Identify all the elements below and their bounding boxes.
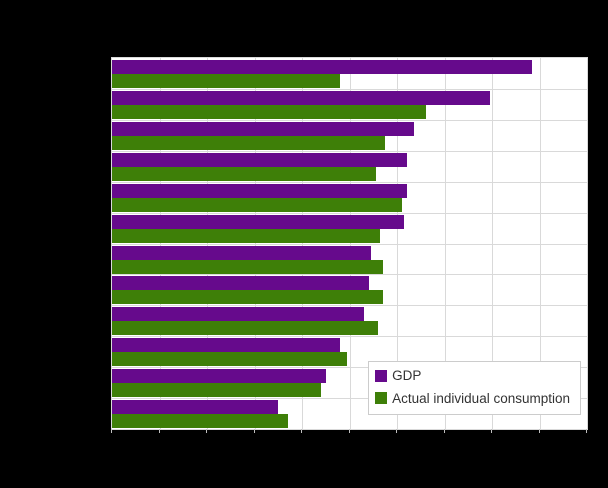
y-gridline — [112, 274, 587, 276]
bar-row — [112, 336, 587, 367]
bar-consumption — [112, 104, 426, 119]
bar-consumption — [112, 135, 386, 150]
y-gridline — [112, 181, 587, 183]
bar-consumption — [112, 259, 383, 274]
bar-row — [112, 305, 587, 336]
x-axis-tick — [206, 429, 207, 433]
bar-row — [112, 213, 587, 244]
x-axis-tick — [538, 429, 540, 433]
bar-row — [112, 89, 587, 120]
bar-consumption — [112, 290, 383, 305]
legend-label-gdp: GDP — [392, 368, 422, 383]
x-axis-tick — [253, 429, 255, 433]
y-gridline — [112, 88, 587, 90]
y-gridline — [112, 367, 587, 369]
x-axis-tick — [443, 429, 445, 433]
bar-gdp — [112, 60, 533, 74]
bar-row — [112, 58, 587, 89]
bar-gdp — [112, 307, 364, 322]
bar-consumption — [112, 197, 402, 212]
bar-gdp — [112, 152, 407, 167]
bar-gdp — [112, 121, 414, 136]
bar-consumption — [112, 74, 340, 88]
legend-item-consumption: Actual individual consumption — [375, 390, 570, 406]
bar-gdp — [112, 338, 340, 353]
legend: GDP Actual individual consumption — [368, 361, 581, 415]
bar-consumption — [112, 166, 376, 181]
bar-consumption — [112, 228, 381, 243]
legend-item-gdp: GDP — [375, 369, 570, 383]
bar-gdp — [112, 183, 407, 198]
y-gridline — [112, 398, 587, 400]
bar-gdp — [112, 369, 326, 384]
bar-row — [112, 182, 587, 213]
bar-consumption — [112, 383, 321, 398]
x-axis-tick — [491, 429, 492, 433]
x-axis-tick — [158, 429, 160, 433]
x-axis-tick — [396, 429, 397, 433]
bar-row — [112, 151, 587, 182]
bar-rows — [112, 58, 587, 429]
y-gridline — [112, 336, 587, 338]
bar-row — [112, 367, 587, 398]
bar-consumption — [112, 352, 348, 367]
x-axis-tick — [348, 429, 350, 433]
bar-row — [112, 244, 587, 275]
x-axis-tick — [301, 429, 302, 433]
x-axis-tick — [586, 429, 587, 433]
bar-gdp — [112, 245, 371, 260]
bar-consumption — [112, 414, 288, 429]
consumption-color-swatch-icon — [375, 392, 388, 405]
bar-row — [112, 398, 587, 429]
bar-row — [112, 120, 587, 151]
y-gridline — [112, 150, 587, 152]
plot-area: GDP Actual individual consumption — [111, 57, 588, 433]
y-gridline — [112, 305, 587, 307]
y-gridline — [112, 243, 587, 245]
bar-consumption — [112, 321, 378, 336]
y-gridline — [112, 119, 587, 121]
bar-row — [112, 274, 587, 305]
bar-gdp — [112, 214, 405, 229]
bar-gdp — [112, 90, 490, 105]
bar-gdp — [112, 276, 369, 291]
legend-label-consumption: Actual individual consumption — [392, 390, 570, 406]
x-axis-tick — [111, 429, 112, 433]
bar-gdp — [112, 400, 279, 415]
gdp-color-swatch-icon — [375, 369, 388, 382]
y-gridline — [112, 212, 587, 214]
